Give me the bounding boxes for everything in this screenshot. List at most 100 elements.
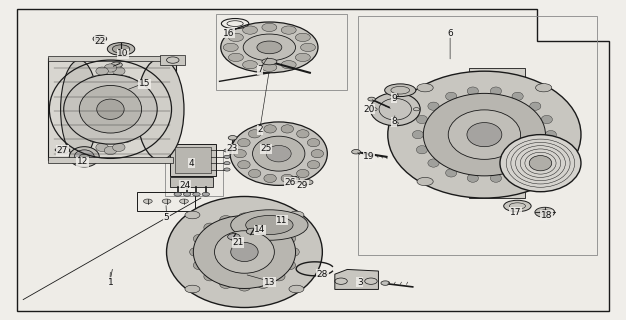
Ellipse shape — [257, 41, 282, 54]
Ellipse shape — [257, 280, 269, 288]
Ellipse shape — [281, 60, 296, 69]
Text: 5: 5 — [163, 212, 170, 222]
Circle shape — [289, 177, 299, 181]
Polygon shape — [170, 144, 217, 176]
Text: 13: 13 — [264, 278, 275, 287]
Ellipse shape — [125, 121, 137, 129]
Circle shape — [80, 154, 90, 159]
Ellipse shape — [120, 76, 132, 84]
Ellipse shape — [104, 64, 116, 72]
Ellipse shape — [428, 102, 439, 110]
Ellipse shape — [272, 272, 285, 281]
Ellipse shape — [239, 282, 250, 291]
Ellipse shape — [490, 174, 501, 182]
Ellipse shape — [536, 177, 552, 186]
Text: 16: 16 — [223, 28, 235, 38]
Text: 2: 2 — [257, 125, 263, 134]
Ellipse shape — [97, 99, 124, 119]
Ellipse shape — [204, 272, 217, 281]
Text: 23: 23 — [226, 144, 238, 153]
Text: 3: 3 — [357, 278, 362, 287]
Circle shape — [228, 136, 237, 140]
Circle shape — [183, 192, 191, 196]
Bar — [48, 157, 173, 163]
Circle shape — [303, 180, 313, 185]
Ellipse shape — [311, 149, 324, 158]
Ellipse shape — [228, 53, 244, 61]
Polygon shape — [160, 55, 185, 65]
Ellipse shape — [238, 161, 250, 169]
Ellipse shape — [530, 102, 541, 110]
Polygon shape — [55, 147, 70, 153]
Ellipse shape — [112, 45, 130, 53]
Polygon shape — [17, 9, 609, 311]
Polygon shape — [469, 68, 525, 198]
Bar — [48, 56, 173, 61]
Text: 11: 11 — [276, 216, 287, 225]
Text: 7: 7 — [257, 65, 263, 74]
Ellipse shape — [185, 285, 200, 293]
Ellipse shape — [238, 139, 250, 147]
Ellipse shape — [220, 216, 232, 224]
Ellipse shape — [230, 122, 327, 185]
Ellipse shape — [74, 150, 95, 164]
Ellipse shape — [228, 33, 244, 42]
Ellipse shape — [281, 125, 294, 133]
Polygon shape — [175, 147, 212, 173]
Circle shape — [224, 168, 230, 171]
Ellipse shape — [89, 134, 101, 142]
Ellipse shape — [231, 243, 258, 261]
Text: 25: 25 — [260, 144, 272, 153]
Ellipse shape — [249, 130, 261, 138]
Ellipse shape — [204, 223, 217, 232]
Ellipse shape — [113, 143, 125, 151]
Ellipse shape — [300, 43, 316, 52]
Ellipse shape — [283, 261, 295, 270]
Ellipse shape — [417, 84, 433, 92]
Ellipse shape — [272, 223, 285, 232]
Ellipse shape — [193, 261, 206, 270]
Ellipse shape — [504, 200, 531, 212]
Ellipse shape — [467, 123, 502, 147]
Circle shape — [381, 281, 389, 285]
Ellipse shape — [243, 26, 257, 34]
Ellipse shape — [541, 116, 552, 124]
Ellipse shape — [96, 67, 108, 75]
Ellipse shape — [289, 211, 304, 219]
Ellipse shape — [500, 135, 581, 192]
Ellipse shape — [257, 216, 269, 224]
Ellipse shape — [387, 71, 581, 198]
Ellipse shape — [167, 196, 322, 308]
Ellipse shape — [220, 280, 232, 288]
Ellipse shape — [221, 22, 318, 73]
Ellipse shape — [84, 89, 96, 98]
Text: 12: 12 — [77, 157, 88, 166]
Ellipse shape — [120, 134, 132, 142]
Ellipse shape — [416, 146, 428, 154]
Text: 28: 28 — [317, 270, 328, 279]
Ellipse shape — [307, 139, 320, 147]
Ellipse shape — [295, 33, 310, 42]
Ellipse shape — [264, 174, 276, 182]
Polygon shape — [335, 269, 379, 289]
Ellipse shape — [413, 131, 424, 139]
Ellipse shape — [239, 213, 250, 222]
Text: 24: 24 — [180, 181, 191, 190]
Circle shape — [228, 234, 240, 240]
Circle shape — [180, 199, 188, 204]
Ellipse shape — [281, 26, 296, 34]
Ellipse shape — [104, 146, 116, 155]
Text: 20: 20 — [364, 105, 375, 114]
Ellipse shape — [512, 92, 523, 100]
Ellipse shape — [307, 161, 320, 169]
Text: 27: 27 — [57, 146, 68, 155]
Ellipse shape — [125, 89, 137, 98]
Text: 29: 29 — [297, 181, 308, 190]
Text: 14: 14 — [254, 225, 265, 234]
Ellipse shape — [297, 130, 309, 138]
Ellipse shape — [185, 211, 200, 219]
Ellipse shape — [417, 177, 433, 186]
Ellipse shape — [190, 248, 202, 256]
Ellipse shape — [287, 248, 299, 256]
Text: 10: 10 — [117, 49, 129, 58]
